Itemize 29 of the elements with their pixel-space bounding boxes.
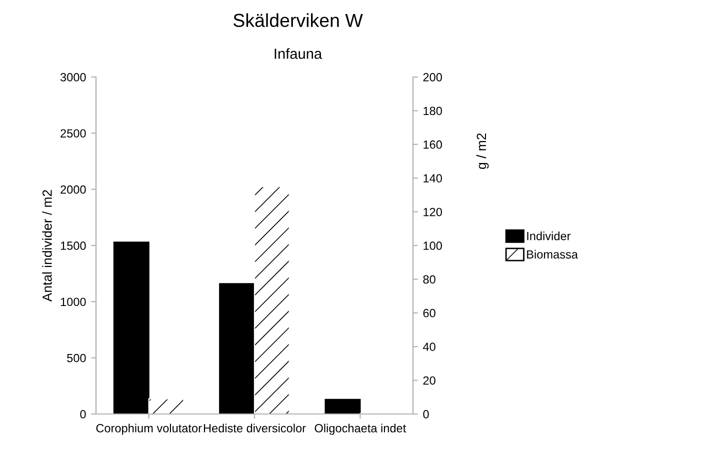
y2-tick-label: 100 bbox=[424, 242, 442, 250]
legend-label: Biomassa bbox=[527, 250, 578, 259]
y2-tick-label: 180 bbox=[424, 106, 442, 116]
x-tick-label: Hediste diversicolor bbox=[204, 424, 306, 432]
y2-tick-label: 120 bbox=[424, 208, 442, 216]
y-axis-title: Antal individer / m2 bbox=[42, 190, 52, 302]
legend-label: Individer bbox=[527, 232, 571, 240]
x-tick-label: Oligochaeta indet bbox=[314, 424, 406, 435]
y2-tick-label: 40 bbox=[422, 342, 436, 351]
y2-tick-label: 0 bbox=[423, 410, 429, 418]
y2-tick-label: 60 bbox=[423, 308, 436, 318]
y-tick-label: 1000 bbox=[60, 298, 86, 306]
y2-axis-title: g / m2 bbox=[476, 133, 489, 169]
y2-tick-label: 20 bbox=[423, 376, 436, 385]
bar bbox=[324, 398, 361, 414]
y-tick-label: 2500 bbox=[60, 129, 86, 138]
y2-tick-label: 140 bbox=[424, 174, 442, 182]
y-tick-label: 0 bbox=[80, 410, 86, 418]
chart-title: Skälderviken W bbox=[233, 13, 363, 28]
y2-tick-label: 200 bbox=[423, 73, 442, 82]
y2-tick-label: 80 bbox=[423, 275, 436, 284]
y2-tick-label: 160 bbox=[424, 140, 442, 149]
bar bbox=[113, 242, 150, 414]
y-tick-label: 2000 bbox=[60, 185, 86, 194]
y-tick-label: 500 bbox=[67, 354, 86, 362]
y-tick-label: 1500 bbox=[60, 242, 86, 250]
y-tick-label: 3000 bbox=[60, 73, 86, 82]
chart-subtitle: Infauna bbox=[274, 48, 322, 59]
x-tick-label: Corophium volutator bbox=[96, 424, 202, 435]
